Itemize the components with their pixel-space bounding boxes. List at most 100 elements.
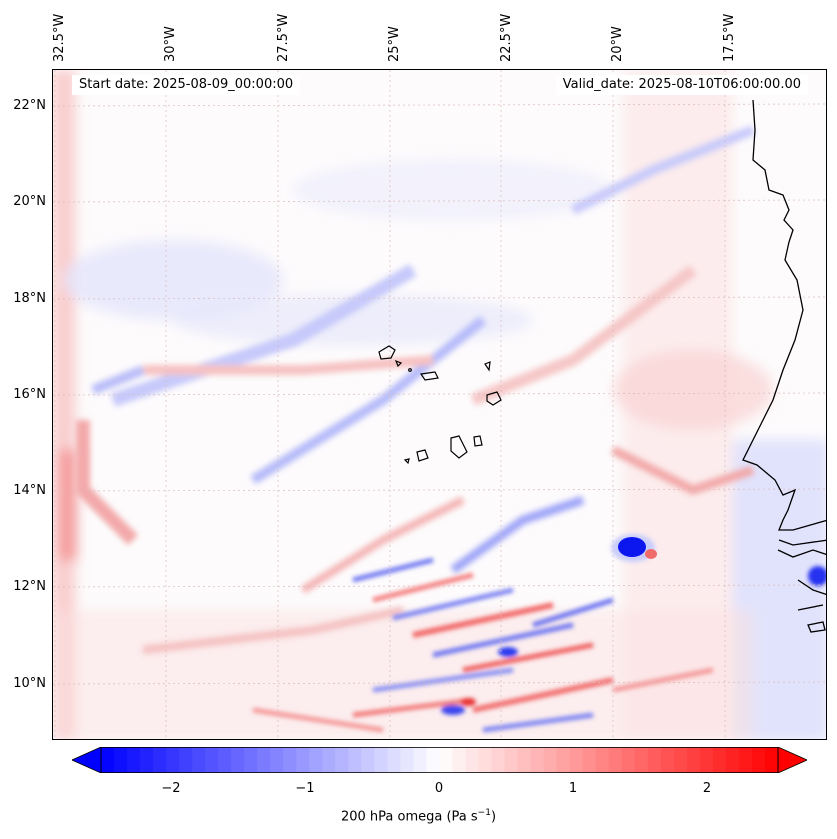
colorbar-cell (348, 747, 362, 773)
colorbar-cell (114, 747, 128, 773)
colorbar-cell (608, 747, 623, 773)
colorbar-cell (127, 747, 141, 773)
colorbar-cell (179, 747, 193, 773)
colorbar-cell (673, 747, 688, 773)
colorbar-cell (322, 747, 336, 773)
lon-label-17-5w: 17.5°W (722, 13, 737, 62)
island-boa-vista (486, 391, 502, 406)
colorbar-cell (335, 747, 349, 773)
lat-label-20n: 20°N (13, 194, 46, 209)
colorbar-tick-minus1: −1 (295, 781, 315, 796)
colorbar-cell (504, 747, 519, 773)
colorbar-cell (543, 747, 558, 773)
valid-date-label: Valid_date: 2025-08-10T06:00:00.00 (555, 75, 808, 95)
colorbar-tick-2: 2 (702, 781, 712, 796)
start-date-label: Start date: 2025-08-09_00:00:00 (72, 75, 301, 95)
colorbar-cells (101, 747, 779, 773)
colorbar-cell (283, 747, 297, 773)
lon-label-27-5w: 27.5°W (276, 13, 291, 62)
colorbar-cell (257, 747, 271, 773)
colorbar-cell (660, 747, 675, 773)
colorbar-tick-1: 1 (568, 781, 578, 796)
colorbar-cell (374, 747, 389, 773)
omega-field-map (53, 70, 826, 739)
colorbar-cell (465, 747, 480, 773)
colorbar-cell (361, 747, 375, 773)
colorbar-cell (491, 747, 506, 773)
background-shading (53, 70, 826, 739)
colorbar-tick-0: 0 (434, 781, 444, 796)
colorbar (72, 747, 807, 773)
lat-label-12n: 12°N (13, 579, 46, 594)
lat-label-10n: 10°N (13, 676, 46, 691)
colorbar-cell (712, 747, 727, 773)
colorbar-cell (582, 747, 597, 773)
colorbar-cell (153, 747, 167, 773)
colorbar-cell (764, 747, 779, 773)
colorbar-tick-minus2: −2 (161, 781, 181, 796)
colorbar-label-exponent: −1 (477, 808, 491, 818)
colorbar-cell (595, 747, 610, 773)
field-streaks (76, 125, 755, 654)
colorbar-cell (699, 747, 714, 773)
lat-label-16n: 16°N (13, 387, 46, 402)
colorbar-cell (387, 747, 402, 773)
lat-label-22n: 22°N (13, 98, 46, 113)
lon-label-20w: 20°W (610, 26, 625, 62)
colorbar-cell (439, 747, 454, 773)
island-santo-antao (378, 345, 396, 360)
lon-label-32-5w: 32.5°W (52, 13, 67, 62)
colorbar-cell (556, 747, 571, 773)
colorbar-cell (725, 747, 740, 773)
colorbar-min-extend (72, 747, 102, 773)
colorbar-cell (218, 747, 232, 773)
coastline (742, 99, 826, 633)
colorbar-label: 200 hPa omega (Pa s−1) (0, 808, 837, 824)
colorbar-cell (244, 747, 258, 773)
lon-label-22-5w: 22.5°W (499, 13, 514, 62)
colorbar-cell (686, 747, 701, 773)
convective-band (252, 557, 714, 733)
lon-label-25w: 25°W (387, 26, 402, 62)
colorbar-cell (192, 747, 206, 773)
colorbar-cell (426, 747, 441, 773)
colorbar-cell (270, 747, 284, 773)
island-fogo (416, 449, 429, 462)
island-maio (473, 435, 483, 447)
island-sal (484, 361, 491, 372)
island-sao-vicente (394, 359, 403, 368)
colorbar-cell (296, 747, 310, 773)
lon-label-30w: 30°W (163, 26, 178, 62)
colorbar-cell (751, 747, 766, 773)
map-panel (52, 69, 827, 740)
colorbar-cell (101, 747, 115, 773)
colorbar-label-main: 200 hPa omega (Pa s (340, 809, 478, 825)
colorbar-cell (647, 747, 662, 773)
graticule (53, 70, 826, 739)
colorbar-cell (413, 747, 428, 773)
colorbar-cell (530, 747, 545, 773)
colorbar-cell (634, 747, 649, 773)
colorbar-cell (452, 747, 467, 773)
colorbar-cell (140, 747, 154, 773)
colorbar-cell (166, 747, 180, 773)
lat-label-14n: 14°N (13, 483, 46, 498)
island-santiago (450, 435, 468, 459)
island-sao-nicolau (419, 371, 439, 381)
colorbar-cell (231, 747, 245, 773)
colorbar-cell (569, 747, 584, 773)
cape-verde-islands (378, 345, 502, 465)
colorbar-label-close: ) (490, 809, 497, 825)
island-brava (403, 458, 410, 465)
colorbar-cell (621, 747, 636, 773)
colorbar-cell (738, 747, 753, 773)
updraft-core (611, 534, 826, 586)
colorbar-cell (517, 747, 532, 773)
colorbar-cell (400, 747, 415, 773)
colorbar-cell (205, 747, 219, 773)
colorbar-cell (309, 747, 323, 773)
colorbar-max-extend (777, 747, 807, 773)
island-santa-luzia (408, 368, 412, 372)
lat-label-18n: 18°N (13, 291, 46, 306)
colorbar-cell (478, 747, 493, 773)
